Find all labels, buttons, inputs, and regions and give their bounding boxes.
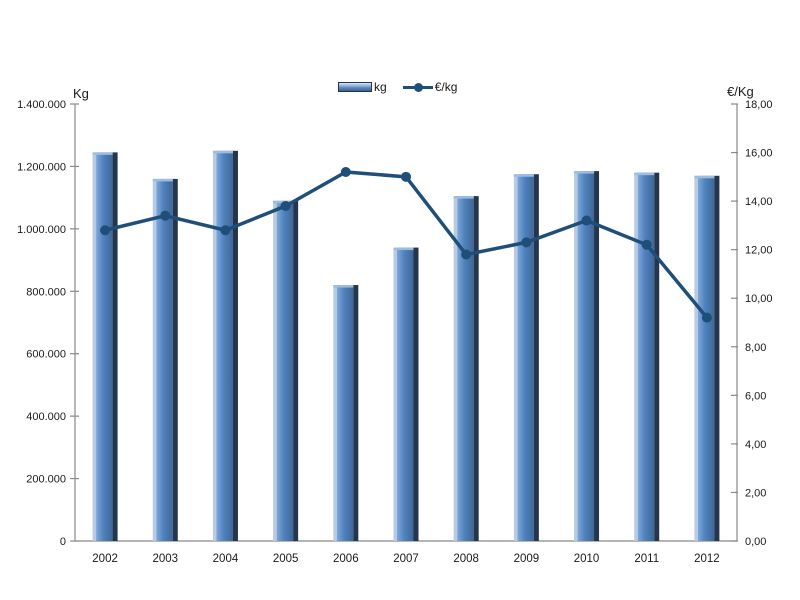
bar-2003 [156,178,173,541]
x-axis-label: 2011 [634,553,659,565]
bar-top-cap [574,171,595,174]
legend: kg €/kg [338,80,457,94]
legend-label-kg: kg [374,80,387,94]
bar-2010 [594,171,600,541]
point-2006 [340,166,351,177]
bar-2004 [232,150,238,542]
point-2008 [461,249,472,260]
bar-2004 [212,150,217,542]
right-axis-tick-label: 14,00 [745,196,773,208]
bar-2003 [172,178,178,541]
bar-swatch-icon [338,82,372,92]
bar-2002 [96,152,113,541]
bar-2009 [517,174,534,541]
left-axis-tick-label: 1.000.000 [17,224,66,236]
legend-label-eur-per-kg: €/kg [434,80,458,94]
bar-top-cap [453,196,474,199]
bar-2008 [457,196,474,541]
bar-2002 [112,152,118,541]
left-axis-title: Kg [73,86,89,101]
bar-2007 [413,247,419,542]
point-2007 [401,171,411,182]
point-2005 [280,200,291,211]
bar-2006 [333,285,337,541]
bar-2003 [152,178,157,541]
left-axis-tick-label: 400.000 [26,411,66,423]
legend-item-kg: kg [338,80,387,94]
bar-top-cap [333,285,354,288]
bar-2012 [697,175,715,542]
bar-top-cap [92,152,113,155]
line-marker-swatch-icon [402,82,433,93]
x-axis-label: 2003 [152,553,178,565]
bar-top-cap [152,178,173,182]
bar-2010 [577,171,595,541]
right-axis-tick-label: 0,00 [745,536,766,548]
bar-2007 [393,247,397,542]
bar-2006 [353,285,359,541]
right-axis-tick-label: 4,00 [745,439,766,451]
right-axis-tick-label: 10,00 [745,293,773,305]
point-2010 [581,215,592,226]
x-axis-label: 2006 [333,553,359,565]
bar-2011 [654,172,660,541]
bar-2005 [273,200,277,541]
point-2004 [220,225,231,236]
bar-2006 [336,285,354,541]
right-axis-tick-label: 16,00 [745,148,773,160]
x-axis-label: 2002 [92,553,118,565]
bar-2009 [513,174,518,541]
bar-2005 [276,200,294,541]
bar-2009 [533,174,539,541]
bar-2011 [634,172,638,541]
bar-2011 [637,172,655,541]
right-axis-tick-label: 6,00 [745,390,766,402]
right-axis-tick-label: 2,00 [745,487,766,499]
right-axis-tick-label: 12,00 [745,245,773,257]
point-2012 [701,312,712,323]
bar-2008 [473,196,479,541]
bar-2007 [397,247,414,542]
x-axis-label: 2009 [514,553,540,565]
bar-top-cap [513,174,534,177]
left-axis-tick-label: 1.200.000 [17,161,66,173]
left-axis-tick-label: 200.000 [26,474,66,486]
point-2002 [100,225,111,236]
x-axis-label: 2010 [574,553,600,565]
right-axis-title: €/Kg [727,84,754,99]
bar-2010 [574,171,578,541]
x-axis-label: 2007 [393,553,419,565]
point-2003 [160,210,171,221]
point-2011 [641,239,652,250]
x-axis-label: 2012 [694,553,720,565]
bar-2012 [694,175,698,542]
right-axis-tick-label: 18,00 [745,99,773,111]
bar-2012 [714,175,720,542]
left-axis-tick-label: 1.400.000 [17,99,66,111]
bar-top-cap [634,172,655,176]
bar-top-cap [393,247,414,251]
x-axis-label: 2004 [213,553,239,565]
left-axis-tick-label: 800.000 [26,286,66,298]
legend-item-eur-per-kg: €/kg [402,80,458,94]
right-axis-tick-label: 8,00 [745,342,766,354]
bar-2002 [92,152,97,541]
point-2009 [521,237,532,248]
left-axis-tick-label: 600.000 [26,349,66,361]
x-axis-label: 2005 [273,553,299,565]
bar-top-cap [694,175,715,179]
bar-2008 [453,196,458,541]
x-axis-label: 2008 [453,553,479,565]
bar-2005 [293,200,299,541]
bar-2004 [216,150,233,542]
left-axis-tick-label: 0 [60,536,66,548]
bar-top-cap [212,150,233,154]
